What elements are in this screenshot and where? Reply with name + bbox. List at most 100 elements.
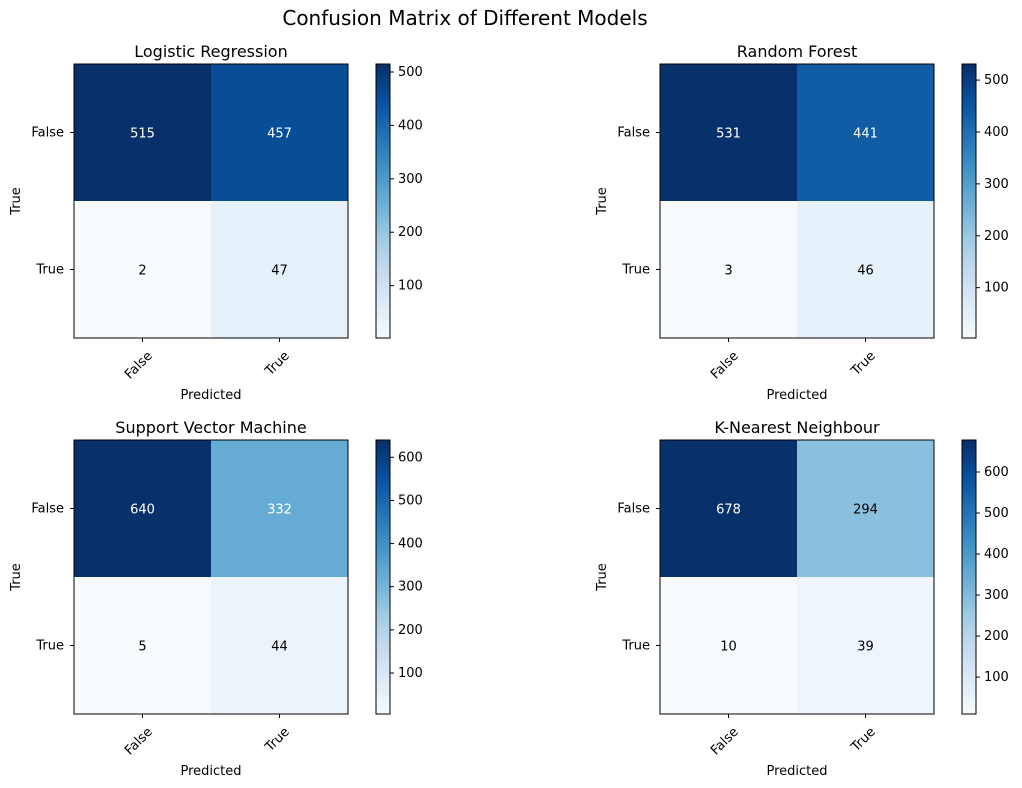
colorbar-segment: [962, 458, 976, 464]
colorbar-segment: [376, 141, 390, 147]
colorbar-segment: [962, 315, 976, 321]
colorbar-tick-label: 600: [984, 465, 1009, 480]
colorbar-segment: [376, 535, 390, 542]
colorbar-segment: [962, 608, 976, 615]
colorbar-segment: [376, 691, 390, 697]
colorbar-segment: [376, 242, 390, 248]
colorbar-segment: [376, 118, 390, 124]
colorbar-segment: [376, 645, 390, 651]
panel-title: Support Vector Machine: [115, 418, 306, 437]
colorbar-segment: [962, 159, 976, 166]
colorbar-segment: [376, 310, 390, 316]
colorbar-segment: [962, 604, 976, 610]
colorbar-frame: [961, 63, 977, 339]
colorbar-segment: [376, 650, 390, 656]
heatmap-cell: [211, 201, 348, 338]
y-axis-label: True: [595, 187, 610, 216]
colorbar-segment: [376, 563, 390, 569]
colorbar-segment: [376, 572, 390, 578]
colorbar-segment: [376, 255, 390, 261]
colorbar-segment: [376, 682, 390, 688]
heatmap-cell: [211, 440, 348, 577]
colorbar-segment: [376, 260, 390, 266]
colorbar-segment: [962, 476, 976, 482]
colorbar-segment: [962, 549, 976, 555]
colorbar-segment: [376, 499, 390, 505]
colorbar-segment: [962, 490, 976, 496]
colorbar-segment: [376, 476, 390, 482]
x-tick-label: True: [848, 725, 879, 756]
colorbar-segment: [962, 86, 976, 92]
colorbar-segment: [376, 540, 390, 546]
colorbar-tick-label: 500: [398, 493, 423, 508]
y-tick-label: True: [35, 639, 64, 654]
colorbar-tick-label: 500: [984, 73, 1009, 88]
colorbar-segment: [962, 77, 976, 83]
colorbar-tick-label: 400: [398, 537, 423, 552]
colorbar-segment: [962, 577, 976, 583]
colorbar-segment: [962, 196, 976, 202]
colorbar-segment: [376, 549, 390, 555]
colorbar-segment: [962, 64, 976, 70]
colorbar-segment: [376, 608, 390, 615]
colorbar-segment: [962, 595, 976, 601]
colorbar-segment: [376, 636, 390, 642]
colorbar-segment: [962, 178, 976, 184]
colorbar-segment: [376, 169, 390, 175]
colorbar-segment: [376, 269, 390, 275]
heatmap-cell: [660, 64, 797, 201]
colorbar-segment: [962, 219, 976, 225]
colorbar-segment: [376, 201, 390, 207]
colorbar-segment: [962, 114, 976, 120]
colorbar-segment: [962, 242, 976, 248]
colorbar-segment: [376, 503, 390, 510]
colorbar-segment: [962, 191, 976, 198]
colorbar-segment: [962, 481, 976, 487]
colorbar-segment: [962, 237, 976, 243]
colorbar-segment: [962, 306, 976, 312]
colorbar-segment: [962, 535, 976, 542]
colorbar-segment: [376, 481, 390, 487]
y-tick-label: True: [621, 263, 650, 278]
colorbar-segment: [962, 269, 976, 275]
colorbar-segment: [376, 531, 390, 537]
colorbar-segment: [962, 205, 976, 211]
colorbar-tick-label: 100: [984, 670, 1009, 685]
colorbar-segment: [962, 100, 976, 106]
x-tick-label: False: [708, 725, 742, 759]
colorbar-segment: [376, 187, 390, 193]
cell-value-label: 10: [720, 640, 737, 655]
colorbar-segment: [962, 599, 976, 605]
cell-value-label: 678: [716, 503, 741, 518]
colorbar-segment: [376, 223, 390, 229]
colorbar-segment: [376, 467, 390, 473]
colorbar-segment: [376, 704, 390, 711]
colorbar-segment: [376, 86, 390, 92]
colorbar-segment: [962, 508, 976, 514]
colorbar-segment: [962, 324, 976, 330]
colorbar-segment: [962, 586, 976, 592]
colorbar-segment: [962, 201, 976, 207]
colorbar-segment: [376, 462, 390, 468]
colorbar-segment: [376, 114, 390, 120]
colorbar-tick-label: 300: [984, 588, 1009, 603]
colorbar-segment: [376, 296, 390, 303]
cell-value-label: 3: [724, 264, 732, 279]
heatmap-cell: [74, 64, 211, 201]
colorbar-segment: [962, 554, 976, 560]
colorbar-segment: [962, 485, 976, 491]
colorbar-segment: [376, 444, 390, 450]
colorbar-segment: [962, 444, 976, 450]
colorbar-tick-label: 400: [984, 547, 1009, 562]
heatmap-cell: [797, 440, 934, 577]
colorbar-segment: [376, 95, 390, 102]
y-axis-label: True: [595, 563, 610, 592]
colorbar-segment: [376, 214, 390, 220]
cell-value-label: 46: [857, 264, 874, 279]
colorbar-segment: [962, 173, 976, 179]
colorbar-segment: [376, 494, 390, 500]
colorbar-segment: [376, 287, 390, 293]
cell-value-label: 332: [267, 503, 292, 518]
colorbar-segment: [376, 219, 390, 225]
colorbar-segment: [962, 223, 976, 229]
